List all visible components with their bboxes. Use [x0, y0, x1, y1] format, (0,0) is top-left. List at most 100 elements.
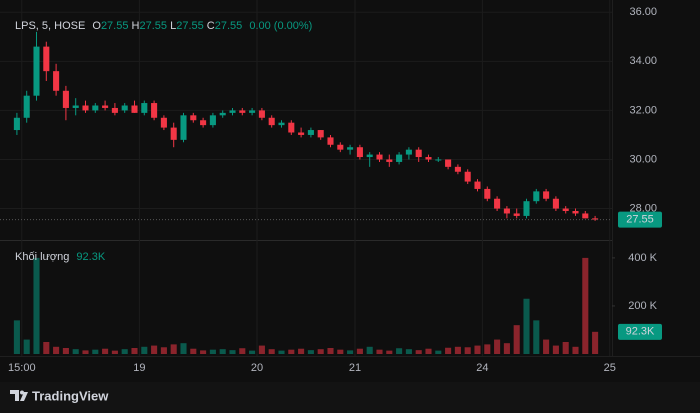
- candle-body: [366, 154, 373, 158]
- volume-bar: [160, 347, 167, 354]
- volume-title: Khối lượng: [15, 251, 69, 263]
- plot: [0, 31, 612, 354]
- candle-body: [484, 188, 491, 199]
- candle-body: [13, 117, 20, 131]
- candle-body: [288, 122, 295, 133]
- candle-body: [239, 110, 246, 113]
- volume-bar: [102, 348, 109, 354]
- grid: [0, 0, 612, 356]
- candle-body: [464, 171, 471, 182]
- candle-body: [572, 211, 579, 214]
- brand-logo: [10, 390, 28, 401]
- volume-bar: [53, 346, 60, 354]
- volume-bar: [484, 344, 491, 354]
- volume-bar: [592, 331, 599, 354]
- volume-bar: [533, 320, 540, 354]
- candle-body: [415, 149, 422, 158]
- candle-body: [523, 201, 530, 216]
- legend-h: H: [132, 20, 140, 32]
- x-tick-label: 19: [133, 362, 145, 374]
- volume-bar: [190, 348, 197, 354]
- candle-body: [356, 147, 363, 158]
- candle-body: [347, 147, 354, 150]
- legend-c: C: [207, 20, 215, 32]
- candle-body: [219, 112, 226, 116]
- candle-body: [425, 157, 432, 160]
- footer: [0, 382, 700, 413]
- candle-body: [268, 117, 275, 126]
- volume-bar: [92, 349, 99, 354]
- x-tick-label: 20: [251, 362, 263, 374]
- legend: LPS, 5, HOSE O27.55 H27.55 L27.55 C27.55…: [15, 20, 312, 32]
- candle-body: [337, 144, 344, 150]
- candle-body: [249, 110, 256, 113]
- candle-body: [396, 154, 403, 162]
- volume-bar: [494, 339, 501, 354]
- volume-bar: [170, 344, 177, 354]
- candle-body: [327, 137, 334, 145]
- candle-body: [278, 122, 285, 126]
- volume-bar: [454, 346, 461, 354]
- candle-body: [376, 154, 383, 160]
- volume-bar: [386, 350, 393, 354]
- candle-body: [141, 103, 148, 113]
- volume-bar: [43, 341, 50, 354]
- candle-body: [582, 213, 589, 219]
- volume-bar: [415, 350, 422, 354]
- candle-body: [435, 159, 442, 161]
- candle-body: [180, 115, 187, 140]
- y-tick-label: 28.00: [629, 202, 657, 214]
- legend-open: 27.55: [101, 20, 129, 32]
- candle-body: [445, 159, 452, 167]
- candle-body: [513, 213, 520, 216]
- volume-bar: [82, 350, 89, 354]
- candle-body: [386, 159, 393, 162]
- legend-low: 27.55: [176, 20, 204, 32]
- candle-body: [82, 105, 89, 111]
- volume-bar: [111, 350, 118, 354]
- x-tick-label: 24: [476, 362, 488, 374]
- y2-tick-label: 200 K: [628, 300, 657, 312]
- volume-bar: [268, 349, 275, 354]
- volume-bar: [582, 257, 589, 354]
- volume-bar: [356, 348, 363, 354]
- x-tick-label: 15:00: [8, 362, 36, 374]
- volume-bar: [376, 349, 383, 354]
- volume-bar: [366, 346, 373, 354]
- volume-bar: [33, 257, 40, 354]
- volume-bar: [180, 343, 187, 354]
- candle-body: [454, 166, 461, 172]
- candle-body: [474, 181, 481, 189]
- volume-bar: [219, 349, 226, 354]
- brand[interactable]: TradingView: [32, 388, 109, 403]
- x-tick-label: 25: [604, 362, 616, 374]
- legend-change: 0.00 (0.00%): [249, 20, 312, 32]
- y-tick-label: 32.00: [629, 104, 657, 116]
- volume-bar: [405, 349, 412, 354]
- y-tick-label: 34.00: [629, 55, 657, 67]
- candle-body: [160, 117, 167, 128]
- candle-body: [229, 110, 236, 113]
- candle-body: [33, 46, 40, 96]
- volume-bar: [72, 349, 79, 354]
- volume-bar: [13, 320, 20, 354]
- candle-body: [552, 198, 559, 209]
- volume-bar: [298, 348, 305, 354]
- volume-bar: [131, 347, 138, 354]
- y-tick-label: 30.00: [629, 153, 657, 165]
- candle-body: [72, 105, 79, 108]
- volume-bar: [229, 350, 236, 354]
- volume-bar: [62, 347, 69, 354]
- candle-body: [53, 71, 60, 91]
- x-tick-label: 21: [349, 362, 361, 374]
- volume-bar: [317, 349, 324, 354]
- candle-body: [307, 130, 314, 135]
- volume-bar: [288, 349, 295, 354]
- candle-body: [62, 90, 69, 108]
- volume-legend: Khối lượng 92.3K: [15, 251, 106, 263]
- volume-bar: [327, 347, 334, 354]
- volume-bar: [513, 325, 520, 354]
- volume-bar: [425, 348, 432, 354]
- volume-bar: [337, 349, 344, 354]
